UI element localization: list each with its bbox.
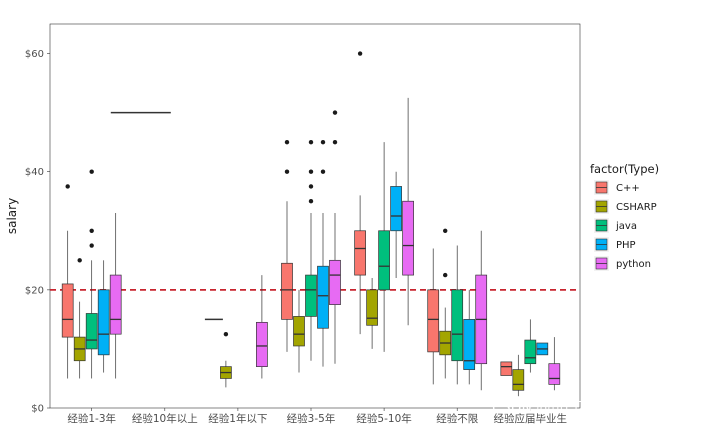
outlier-point — [308, 199, 314, 204]
box-python-2 — [256, 275, 268, 379]
outlier-point — [308, 184, 314, 189]
outlier-point — [320, 139, 326, 145]
box-C++-6 — [500, 361, 513, 376]
box-CSHARP-2 — [220, 331, 232, 388]
box-body — [317, 265, 329, 329]
box-CSHARP-6 — [512, 354, 525, 397]
watermark-site: www.4spphp.online — [606, 416, 698, 426]
box-PHP-0 — [97, 260, 110, 373]
outlier-point — [77, 258, 82, 263]
x-tick-label: 经验10年以上 — [132, 412, 198, 425]
box-body — [293, 316, 305, 347]
box-body — [354, 230, 366, 276]
y-tick-label: $0 — [31, 404, 44, 415]
box-body — [109, 274, 122, 335]
x-tick-label: 经验1年以下 — [208, 412, 267, 425]
boxes-layer — [61, 51, 561, 397]
box-PHP-3 — [317, 139, 329, 367]
legend: factor(Type) C++ CSHARP java PHP python — [590, 162, 659, 271]
box-body — [97, 289, 110, 356]
box-PHP-5 — [463, 289, 476, 385]
box-PHP-4 — [390, 171, 402, 279]
box-CSHARP-5 — [439, 228, 452, 379]
plot-panel — [49, 23, 581, 409]
box-body — [463, 319, 476, 370]
x-axis: 经验1-3年 经验10年以上 经验1年以下 经验3-5年 经验5-10年 经验不限 经验应届… — [67, 408, 567, 425]
box-body — [548, 363, 561, 385]
box-python-6 — [548, 337, 561, 391]
outlier-point — [284, 169, 290, 174]
box-body — [451, 289, 464, 362]
box-CSHARP-0 — [73, 258, 86, 379]
box-body — [256, 321, 268, 367]
outlier-point — [89, 169, 94, 174]
x-tick-label: 经验3-5年 — [287, 412, 336, 425]
box-body — [61, 283, 74, 338]
box-PHP-6 — [536, 342, 549, 356]
outlier-point — [332, 110, 338, 115]
outlier-point — [284, 139, 290, 145]
box-C++-4 — [354, 51, 366, 335]
box-python-3 — [329, 110, 341, 364]
y-tick-label: $60 — [25, 49, 44, 60]
box-body — [524, 339, 537, 365]
box-body — [402, 200, 414, 276]
watermark: CSDN @可口可乐没有乐 www.4spphp.online — [492, 400, 698, 426]
legend-label: python — [616, 259, 651, 270]
box-body — [85, 313, 98, 350]
outlier-point — [308, 169, 314, 174]
outlier-point — [357, 51, 363, 56]
box-java-5 — [451, 245, 464, 385]
box-body — [305, 274, 317, 317]
y-axis-title: salary — [5, 198, 19, 234]
legend-title: factor(Type) — [590, 162, 659, 176]
y-axis: $0 $20 $40 $60 — [25, 49, 50, 415]
outlier-point — [223, 331, 229, 337]
outlier-point — [443, 228, 448, 233]
box-body — [329, 259, 341, 305]
y-tick-label: $40 — [25, 167, 44, 178]
box-C++-5 — [427, 248, 440, 385]
box-java-0 — [85, 169, 98, 379]
box-body — [378, 230, 390, 291]
outlier-point — [89, 243, 94, 248]
watermark-text: CSDN @可口可乐没有乐 — [492, 400, 648, 416]
y-tick-label: $20 — [25, 285, 44, 296]
x-tick-label: 经验5-10年 — [356, 412, 411, 425]
x-tick-label: 经验不限 — [436, 412, 478, 425]
box-body — [366, 289, 378, 326]
box-C++-0 — [61, 184, 74, 379]
x-tick-label: 经验1-3年 — [67, 412, 116, 425]
box-body — [390, 186, 402, 232]
x-tick-label: 经验应届毕业生 — [494, 412, 568, 425]
box-CSHARP-4 — [366, 278, 378, 349]
box-python-5 — [475, 230, 488, 391]
legend-label: C++ — [616, 183, 640, 194]
box-java-6 — [524, 319, 537, 373]
legend-label: CSHARP — [616, 202, 657, 213]
outlier-point — [332, 139, 338, 145]
legend-label: PHP — [616, 240, 636, 251]
outlier-point — [65, 184, 70, 189]
legend-label: java — [615, 221, 637, 232]
box-body — [427, 289, 440, 353]
outlier-point — [443, 272, 448, 278]
box-C++-3 — [281, 139, 293, 352]
box-python-4 — [402, 97, 414, 326]
outlier-point — [308, 139, 314, 145]
box-CSHARP-3 — [293, 289, 305, 373]
box-python-0 — [109, 213, 122, 379]
outlier-point — [89, 228, 94, 233]
box-body — [512, 369, 525, 391]
box-java-4 — [378, 142, 390, 352]
box-body — [500, 361, 513, 376]
outlier-point — [320, 169, 326, 174]
box-java-3 — [305, 139, 317, 361]
box-body — [281, 262, 293, 320]
